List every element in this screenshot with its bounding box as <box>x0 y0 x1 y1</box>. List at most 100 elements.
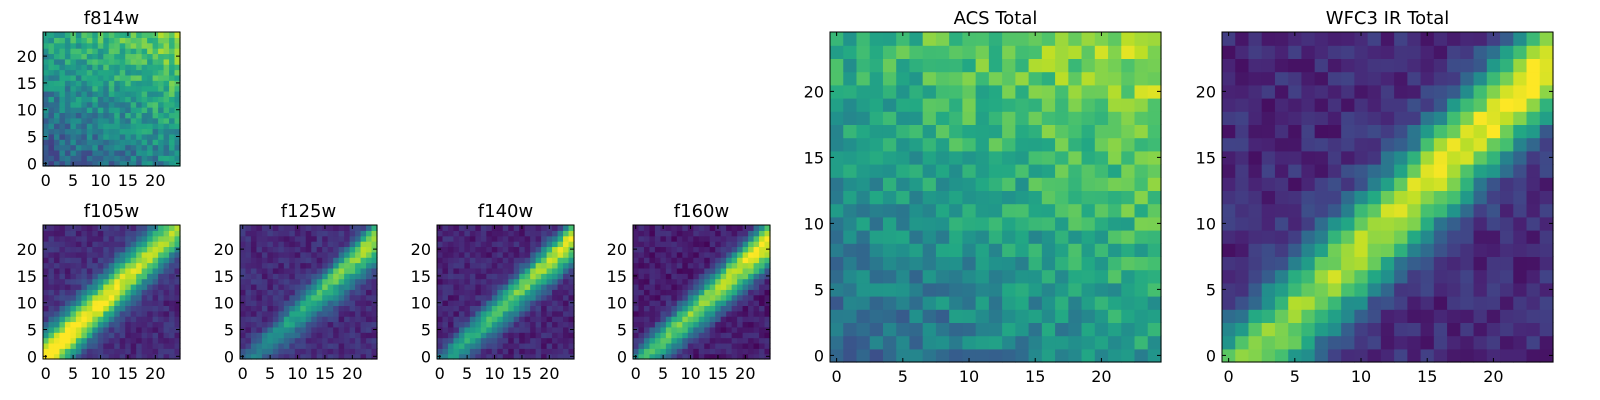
heatmap-cell <box>469 321 476 328</box>
heatmap-cell <box>557 310 564 317</box>
heatmap-cell <box>1235 203 1250 218</box>
heatmap-cell <box>152 246 159 253</box>
heatmap-cell <box>497 321 504 328</box>
heatmap-cell <box>1327 243 1342 257</box>
heatmap-cell <box>447 246 455 253</box>
heatmap-cell <box>869 32 884 46</box>
heatmap-cell <box>1394 71 1408 86</box>
heatmap-cell <box>731 294 738 301</box>
heatmap-cell <box>158 160 165 167</box>
heatmap-cell <box>530 246 537 253</box>
heatmap-cell <box>355 337 362 344</box>
heatmap-cell <box>709 273 716 280</box>
heatmap-cell <box>437 332 444 339</box>
heatmap-cell <box>1222 230 1236 244</box>
heatmap-cell <box>311 310 318 317</box>
heatmap-cell <box>698 348 705 355</box>
heatmap-cell <box>1500 71 1514 86</box>
heatmap-cell <box>119 96 126 103</box>
heatmap-cell <box>103 90 110 97</box>
heatmap-cell <box>1015 111 1030 125</box>
heatmap-cell <box>97 246 104 253</box>
heatmap-cell <box>158 273 165 280</box>
heatmap-cell <box>737 273 744 280</box>
heatmap-cell <box>649 289 656 296</box>
heatmap-cell <box>464 316 471 323</box>
heatmap-cell <box>114 96 121 103</box>
heatmap-cell <box>108 107 115 113</box>
heatmap-cell <box>949 348 963 363</box>
heatmap-cell <box>1526 84 1541 99</box>
heatmap-cell <box>1367 203 1382 218</box>
heatmap-cell <box>1081 111 1096 125</box>
heatmap-cell <box>366 230 373 237</box>
heatmap-cell <box>103 123 110 130</box>
heatmap-cell <box>152 342 159 349</box>
heatmap-cell <box>250 289 258 296</box>
heatmap-cell <box>1367 124 1382 139</box>
heatmap-cell <box>64 160 71 167</box>
heatmap-cell <box>546 246 553 253</box>
heatmap-cell <box>497 235 504 242</box>
heatmap-cell <box>665 241 672 248</box>
heatmap-cell <box>125 321 132 328</box>
heatmap-cell <box>92 48 99 55</box>
heatmap-cell <box>305 225 312 231</box>
heatmap-cell <box>256 289 263 296</box>
heatmap-cell <box>497 305 504 312</box>
heatmap-cell <box>322 273 329 280</box>
heatmap-cell <box>704 332 711 339</box>
heatmap-cell <box>447 273 455 280</box>
heatmap-cell <box>92 32 99 38</box>
heatmap-cell <box>278 257 285 264</box>
heatmap-cell <box>81 241 88 248</box>
heatmap-cell <box>552 283 559 290</box>
heatmap-cell <box>283 321 290 328</box>
heatmap-cell <box>48 101 55 108</box>
heatmap-cell <box>753 326 760 333</box>
heatmap-cell <box>1447 296 1461 310</box>
y-tick-label: 20 <box>17 47 37 66</box>
heatmap-cell <box>75 128 82 135</box>
heatmap-cell <box>988 322 1003 337</box>
heatmap-cell <box>1447 58 1461 73</box>
heatmap-cell <box>524 300 531 306</box>
heatmap-cell <box>726 230 733 237</box>
heatmap-cell <box>86 90 93 97</box>
heatmap-cell <box>300 289 307 296</box>
heatmap-cell <box>726 337 733 344</box>
heatmap-cell <box>1002 296 1016 310</box>
heatmap-cell <box>563 246 570 253</box>
heatmap-cell <box>283 305 290 312</box>
heatmap-cell <box>114 316 121 323</box>
heatmap-cell <box>671 267 678 274</box>
heatmap-cell <box>86 310 93 317</box>
heatmap-cell <box>856 230 871 244</box>
heatmap-cell <box>114 321 121 328</box>
y-tick-label: 10 <box>17 294 37 313</box>
heatmap-cell <box>305 251 312 258</box>
heatmap-cell <box>519 310 526 317</box>
heatmap-cell <box>830 84 844 99</box>
heatmap-cell <box>278 316 285 323</box>
heatmap-cell <box>1314 230 1329 244</box>
heatmap-cell <box>1341 335 1355 350</box>
heatmap-cell <box>568 294 575 301</box>
heatmap-cell <box>665 353 672 360</box>
heatmap-cell <box>245 225 252 231</box>
heatmap-cell <box>366 241 373 248</box>
heatmap-cell <box>64 80 71 87</box>
heatmap-cell <box>103 225 110 231</box>
heatmap-cell <box>715 235 722 242</box>
heatmap-cell <box>136 133 143 140</box>
heatmap-cell <box>649 332 656 339</box>
heatmap-cell <box>1235 177 1250 191</box>
heatmap-cell <box>53 37 61 44</box>
heatmap-cell <box>316 257 323 264</box>
heatmap-cell <box>1500 124 1514 139</box>
heatmap-cell <box>141 278 148 285</box>
heatmap-cell <box>256 321 263 328</box>
heatmap-cell <box>53 144 61 151</box>
heatmap-cell <box>1002 269 1016 284</box>
heatmap-cell <box>316 310 323 317</box>
